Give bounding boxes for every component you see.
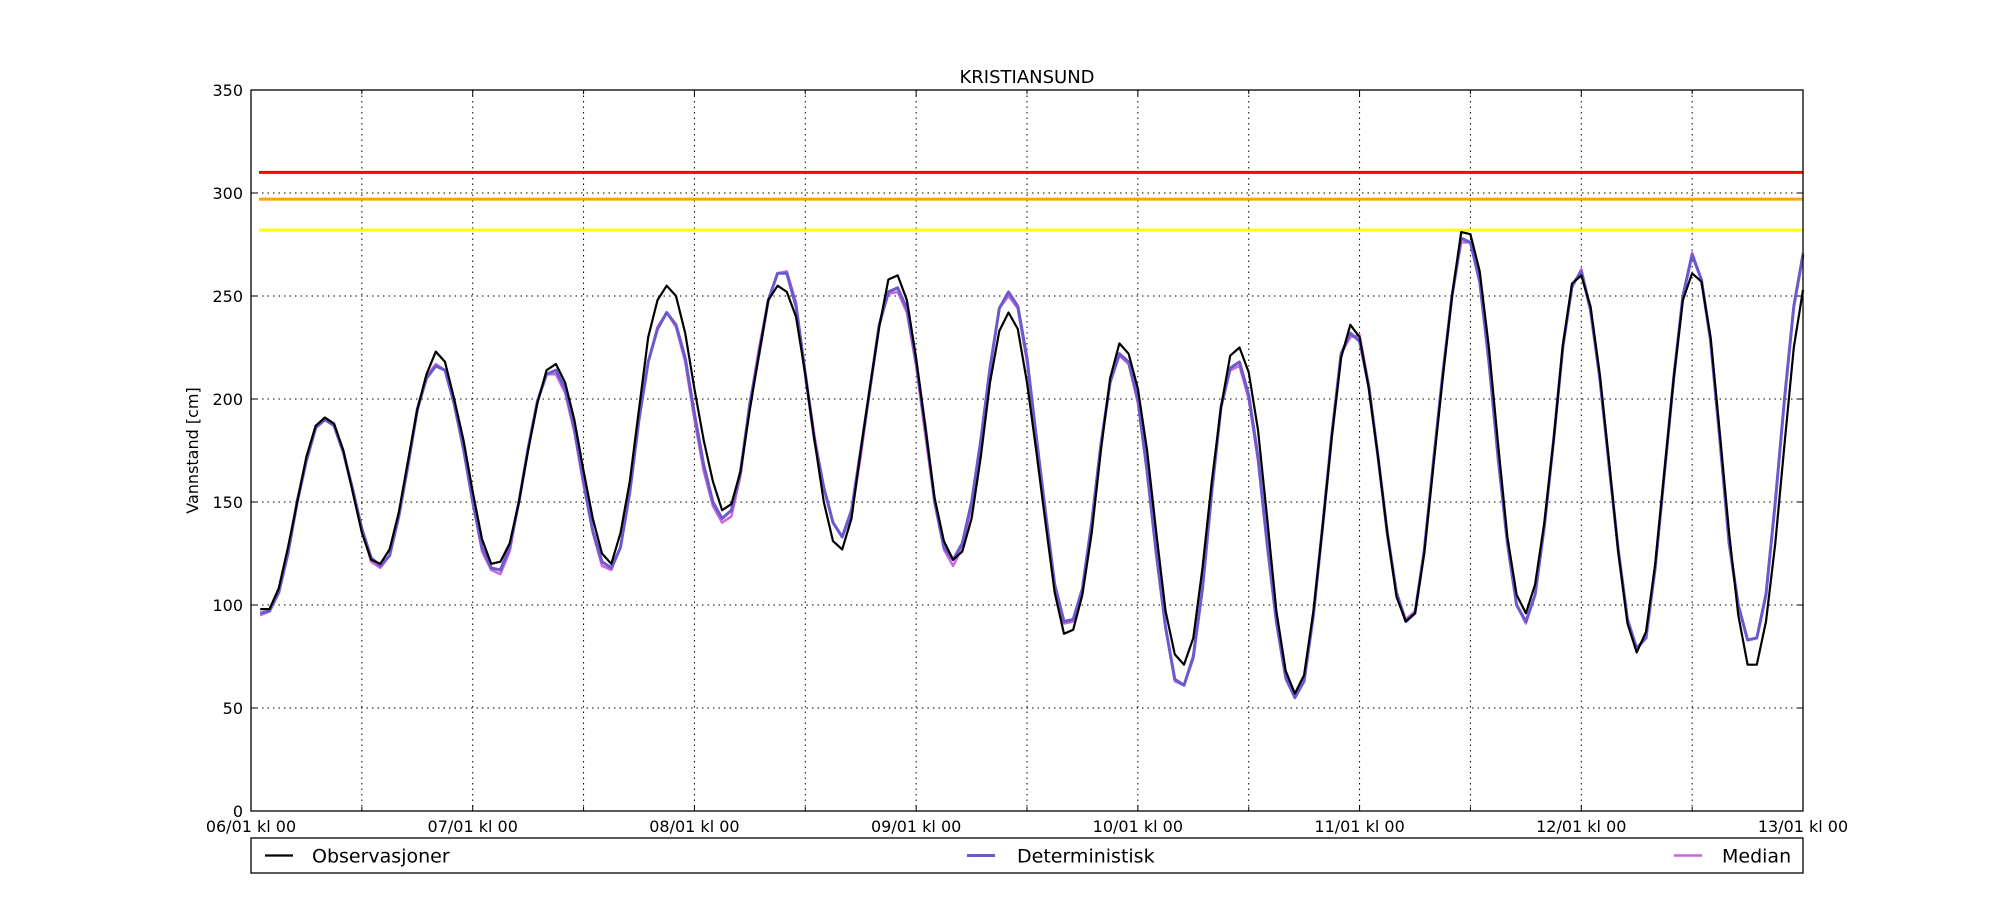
grid-lines [251, 90, 1803, 811]
y-axis-ticks: 0 50 100 150 200 250 300 350 [212, 81, 1803, 821]
series-line-deterministisk [259, 236, 1805, 700]
x-tick-label: 10/01 kl 00 [1093, 817, 1183, 836]
legend: Observasjoner Deterministisk Median [250, 837, 1804, 874]
legend-label: Deterministisk [1017, 846, 1155, 868]
chart-title: KRISTIANSUND [959, 67, 1094, 88]
y-tick-label: 150 [212, 493, 243, 512]
series-lines [259, 231, 1805, 700]
x-tick-label: 13/01 kl 00 [1758, 817, 1848, 836]
x-tick-label: 11/01 kl 00 [1314, 817, 1404, 836]
y-tick-label: 100 [212, 596, 243, 615]
legend-box [250, 837, 1804, 874]
y-tick-label: 250 [212, 287, 243, 306]
x-axis-ticks: 06/01 kl 00 07/01 kl 00 08/01 kl 00 09/01 k… [206, 90, 1848, 836]
threshold-lines [259, 170, 1803, 232]
x-tick-label: 07/01 kl 00 [428, 817, 518, 836]
x-tick-label: 08/01 kl 00 [649, 817, 739, 836]
y-tick-label: 200 [212, 390, 243, 409]
y-tick-label: 50 [223, 699, 243, 718]
y-tick-label: 0 [233, 802, 243, 821]
series-line-median [259, 241, 1805, 699]
series-line-observasjoner [260, 231, 1805, 695]
x-tick-label: 09/01 kl 00 [871, 817, 961, 836]
x-tick-label: 12/01 kl 00 [1536, 817, 1626, 836]
y-tick-label: 350 [212, 81, 243, 100]
y-tick-label: 300 [212, 184, 243, 203]
y-axis-label: Vannstand [cm] [183, 387, 202, 513]
legend-label: Observasjoner [312, 846, 450, 868]
legend-label: Median [1722, 846, 1791, 868]
x-tick-label: 06/01 kl 00 [206, 817, 296, 836]
